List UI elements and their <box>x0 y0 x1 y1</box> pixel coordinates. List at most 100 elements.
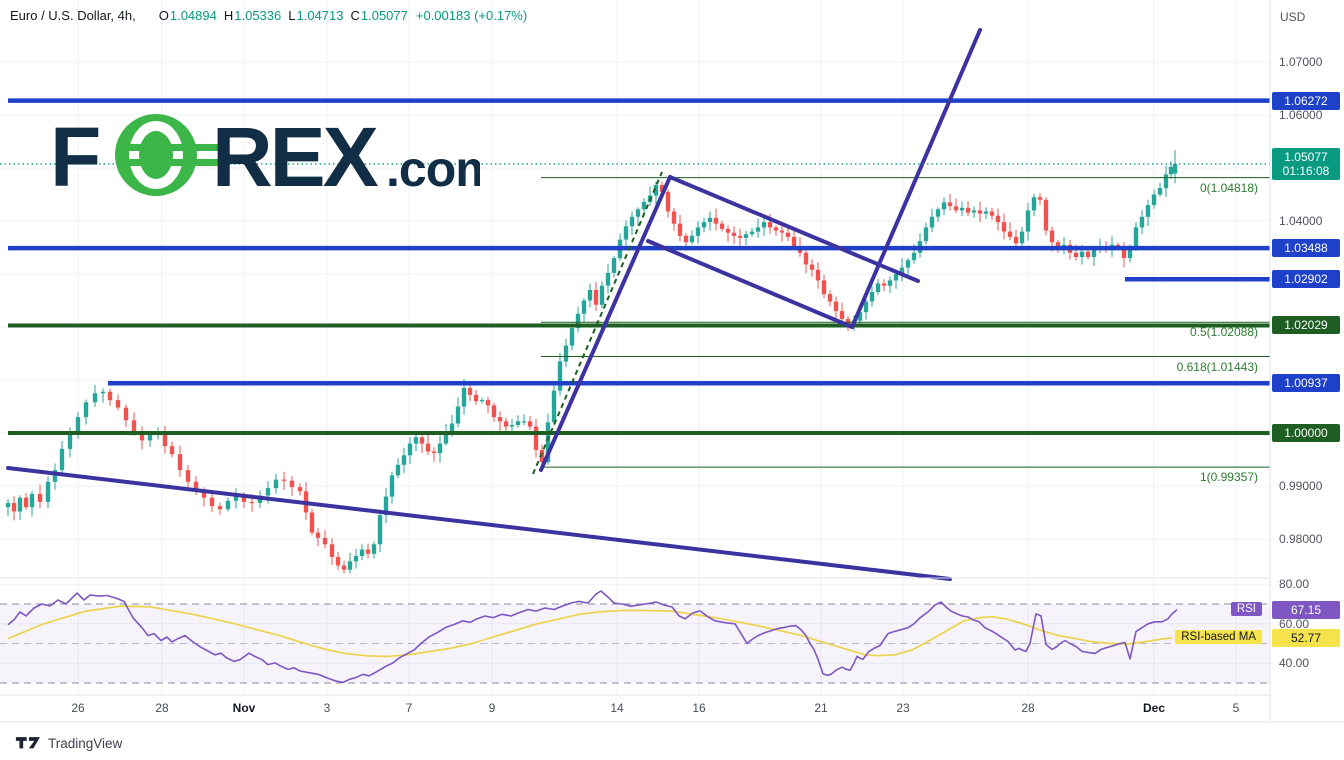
candle-body <box>309 512 315 533</box>
candle-body <box>1043 199 1049 231</box>
candle-body <box>201 491 207 498</box>
forex-logo-com: .com <box>386 141 480 197</box>
candle-body <box>395 464 401 476</box>
rsi-pane[interactable] <box>0 590 1270 684</box>
candle-body <box>713 217 719 224</box>
rsi-line[interactable] <box>7 590 1178 684</box>
candle-body <box>1037 197 1043 200</box>
candle-body <box>725 229 731 233</box>
time-label: 9 <box>488 701 496 715</box>
candle-body <box>809 264 815 270</box>
candle-body <box>491 405 497 418</box>
candle-body <box>52 470 58 482</box>
candle-body <box>1091 250 1097 258</box>
candle-body <box>335 557 341 566</box>
candle-body <box>1145 205 1151 217</box>
forex-logo-rex: REX <box>212 112 379 198</box>
ohlc-field-value: 1.04713 <box>296 8 344 23</box>
candle-body <box>341 565 347 570</box>
axis-price-badge: 1.00937 <box>1272 374 1340 393</box>
candle-body <box>953 206 959 211</box>
candle-body <box>67 433 73 449</box>
price-tick: 1.06000 <box>1279 108 1323 122</box>
rsi-band <box>0 604 1270 683</box>
candle-body <box>707 217 713 222</box>
ohlc-field-value: 1.04894 <box>169 8 217 23</box>
trend-line[interactable] <box>539 175 672 472</box>
candle-body <box>1019 231 1025 244</box>
candle-body <box>289 480 295 488</box>
candle-body <box>941 202 947 210</box>
forex-watermark: F REX .com <box>50 112 480 198</box>
candle-body <box>551 390 557 423</box>
time-label: Nov <box>232 701 256 715</box>
candle-body <box>17 497 23 512</box>
candle-body <box>185 470 191 482</box>
trend-line[interactable] <box>850 28 982 329</box>
candle-body <box>389 475 395 497</box>
time-axis[interactable]: 26 28 Nov 3 7 9 14 16 21 23 28 Dec 5 <box>0 695 1270 722</box>
price-axis[interactable]: USD 1.07000 1.06000 1.04000 0.99000 0.98000 8… <box>1270 0 1344 722</box>
candle-body <box>791 236 797 247</box>
axis-price-badge: 1.05077 01:16:08 <box>1272 147 1340 180</box>
candle-body <box>515 421 521 425</box>
candle-body <box>425 443 431 452</box>
candle-body <box>659 185 665 192</box>
candle-body <box>623 226 629 240</box>
axis-price-badge: 1.06272 <box>1272 91 1340 110</box>
candle-body <box>575 313 581 329</box>
candle-body <box>755 227 761 232</box>
rsi-tick: 40.00 <box>1279 656 1310 671</box>
candle-body <box>671 211 677 224</box>
candle-body <box>23 497 29 508</box>
trend-line[interactable] <box>668 175 920 283</box>
candle-body <box>749 231 755 235</box>
candle-body <box>83 402 89 418</box>
rsi-label: RSI <box>1230 602 1262 616</box>
fib-base-dashed-line[interactable] <box>532 171 663 475</box>
candle-body <box>827 294 833 302</box>
rsi-tick: 60.00 <box>1279 616 1310 631</box>
candle-body <box>881 283 887 286</box>
symbol-title[interactable]: Euro / U.S. Dollar, 4h, <box>10 8 136 23</box>
time-label: 5 <box>1232 701 1240 715</box>
candle-body <box>59 448 65 471</box>
candle-body <box>947 202 953 207</box>
candle-body <box>533 426 539 450</box>
candle-body <box>587 289 593 301</box>
drawings <box>0 28 1270 581</box>
candle-body <box>1031 197 1037 211</box>
rsi-ma-line[interactable] <box>7 605 1173 658</box>
candle-body <box>611 258 617 273</box>
candle-body <box>107 391 113 401</box>
axis-price-badge: 1.02029 <box>1272 316 1340 335</box>
candle-body <box>437 443 443 454</box>
ohlc-field-label: C <box>350 8 360 23</box>
time-label: 16 <box>692 701 706 715</box>
axis-price-badge: 52.77 <box>1272 629 1340 648</box>
candle-body <box>449 423 455 433</box>
candle-body <box>1115 244 1121 247</box>
candle-body <box>479 400 485 402</box>
candle-body <box>815 269 821 281</box>
candle-body <box>773 227 779 231</box>
candle-body <box>761 222 767 228</box>
candle-body <box>857 312 863 321</box>
candle-body <box>455 406 461 424</box>
candle-body <box>177 454 183 471</box>
grid-lines <box>0 0 1270 695</box>
ohlc-field-value: 1.05336 <box>234 8 282 23</box>
price-tick: 1.04000 <box>1279 214 1323 228</box>
candle-body <box>315 532 321 538</box>
candle-body <box>509 425 515 427</box>
candle-body <box>413 437 419 444</box>
candle-body <box>1163 174 1169 189</box>
tradingview-link[interactable]: TradingView <box>15 735 122 751</box>
candle-body <box>359 549 365 556</box>
trend-line[interactable] <box>6 466 952 581</box>
frame <box>0 0 1344 723</box>
axis-currency-label: USD <box>1280 10 1306 24</box>
trend-line[interactable] <box>646 239 854 329</box>
candle-body <box>241 495 247 502</box>
